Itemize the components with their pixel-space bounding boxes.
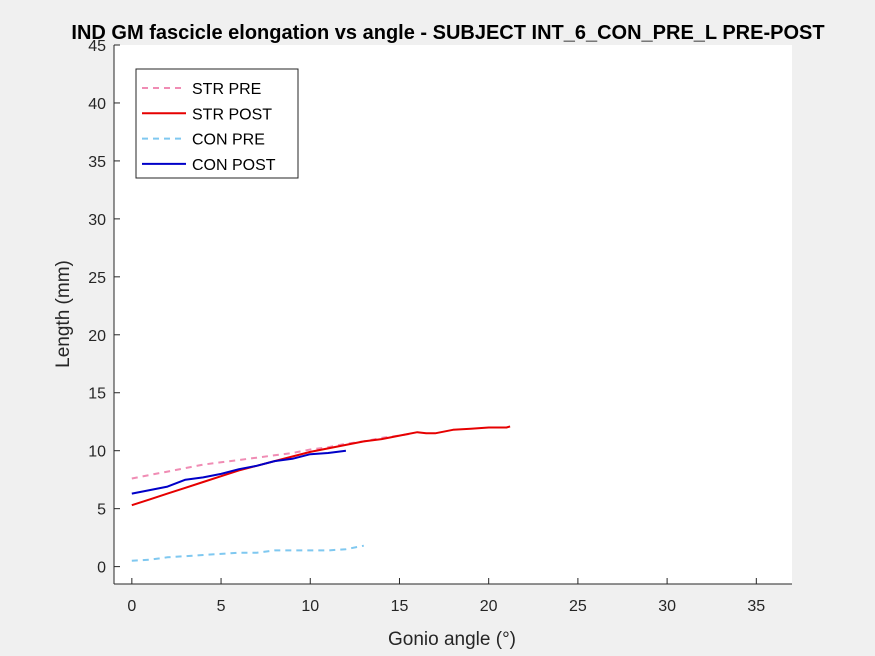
chart-title: IND GM fascicle elongation vs angle - SU… bbox=[71, 22, 824, 44]
legend-label: STR PRE bbox=[192, 81, 261, 98]
y-tick-label: 25 bbox=[88, 270, 106, 287]
legend-label: CON POST bbox=[192, 157, 276, 174]
series-line-str-pre bbox=[131, 432, 414, 480]
series-layer bbox=[131, 425, 511, 562]
x-tick-label: 15 bbox=[391, 598, 409, 615]
ticks-layer: 0 5 10 15 20 25 30 35 0 5 10 15 20 25 30 35 40 45 bbox=[88, 38, 765, 615]
y-tick-label: 40 bbox=[88, 96, 106, 113]
x-tick-label: 0 bbox=[127, 598, 136, 615]
y-axis-label: Length (mm) bbox=[53, 260, 74, 368]
legend: STR PRE STR POST CON PRE CON POST bbox=[135, 68, 299, 179]
x-tick-label: 5 bbox=[217, 598, 226, 615]
series-line-con-post bbox=[131, 449, 347, 495]
legend-box bbox=[135, 68, 299, 179]
x-tick-label: 20 bbox=[480, 598, 498, 615]
x-tick-label: 30 bbox=[658, 598, 676, 615]
y-tick-label: 45 bbox=[88, 38, 106, 55]
y-tick-label: 10 bbox=[88, 444, 106, 461]
y-tick-label: 5 bbox=[97, 502, 106, 519]
axes-layer bbox=[113, 45, 792, 585]
x-tick-label: 25 bbox=[569, 598, 587, 615]
series-line-str-post bbox=[131, 425, 511, 507]
y-tick-label: 30 bbox=[88, 212, 106, 229]
y-tick-label: 35 bbox=[88, 154, 106, 171]
series-line-con-pre bbox=[131, 544, 364, 562]
x-tick-label: 10 bbox=[301, 598, 319, 615]
x-tick-label: 35 bbox=[747, 598, 765, 615]
y-tick-label: 0 bbox=[97, 560, 106, 577]
x-axis-label: Gonio angle (°) bbox=[388, 629, 516, 650]
legend-label: CON PRE bbox=[192, 132, 265, 149]
y-tick-label: 15 bbox=[88, 386, 106, 403]
y-tick-label: 20 bbox=[88, 328, 106, 345]
legend-label: STR POST bbox=[192, 106, 272, 123]
